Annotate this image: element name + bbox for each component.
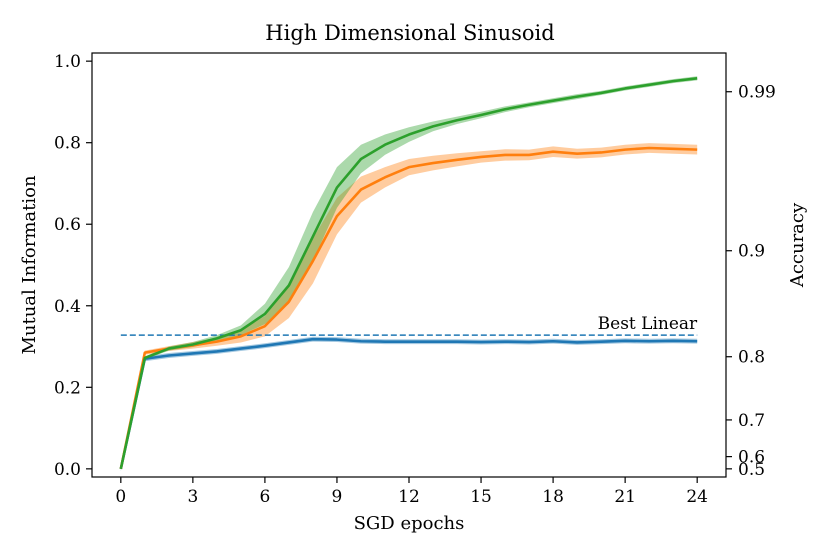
x-tick-label: 15 [470,487,492,507]
right-tick-label: 0.8 [738,348,765,368]
right-tick-label: 0.7 [738,411,765,431]
x-tick-label: 18 [542,487,564,507]
series-line-green [119,76,698,470]
right-axis-ticks: 0.99 0.9 0.8 0.7 0.60.5 [726,83,776,480]
x-tick-label: 3 [187,487,198,507]
y-tick-label: 1.0 [54,52,81,72]
best-linear-label: Best Linear [598,314,698,334]
x-tick-label: 21 [614,487,636,507]
y-tick-label: 0.6 [54,215,81,235]
y-axis-label: Mutual Information [19,175,40,354]
x-axis-ticks: 0 3 6 9 12 15 18 21 24 [115,477,708,507]
plot-area [92,53,726,477]
y-tick-label: 0.2 [54,378,81,398]
y-tick-label: 0.4 [54,297,81,317]
right-tick-label: 0.99 [738,83,776,103]
series-line-blue [119,337,698,470]
y-tick-label: 0.8 [54,134,81,154]
x-tick-label: 6 [259,487,270,507]
x-tick-label: 12 [398,487,420,507]
x-tick-label: 24 [686,487,708,507]
x-tick-label: 9 [332,487,343,507]
right-tick-label: 0.6 [738,448,765,468]
x-axis-label: SGD epochs [354,513,465,534]
series-lines [119,76,698,470]
x-tick-label: 0 [115,487,126,507]
y-axis-ticks: 0.0 0.2 0.4 0.6 0.8 1.0 [54,52,92,480]
y-tick-label: 0.0 [54,460,81,480]
chart-title: High Dimensional Sinusoid [265,21,554,45]
right-tick-label: 0.9 [738,242,765,262]
plot-background [92,53,726,477]
best-linear-reference: Best Linear [120,314,698,336]
series-line-orange [119,146,698,470]
right-y-axis-label: Accuracy [787,202,808,288]
right-tick-label: 0.5 [738,460,765,480]
